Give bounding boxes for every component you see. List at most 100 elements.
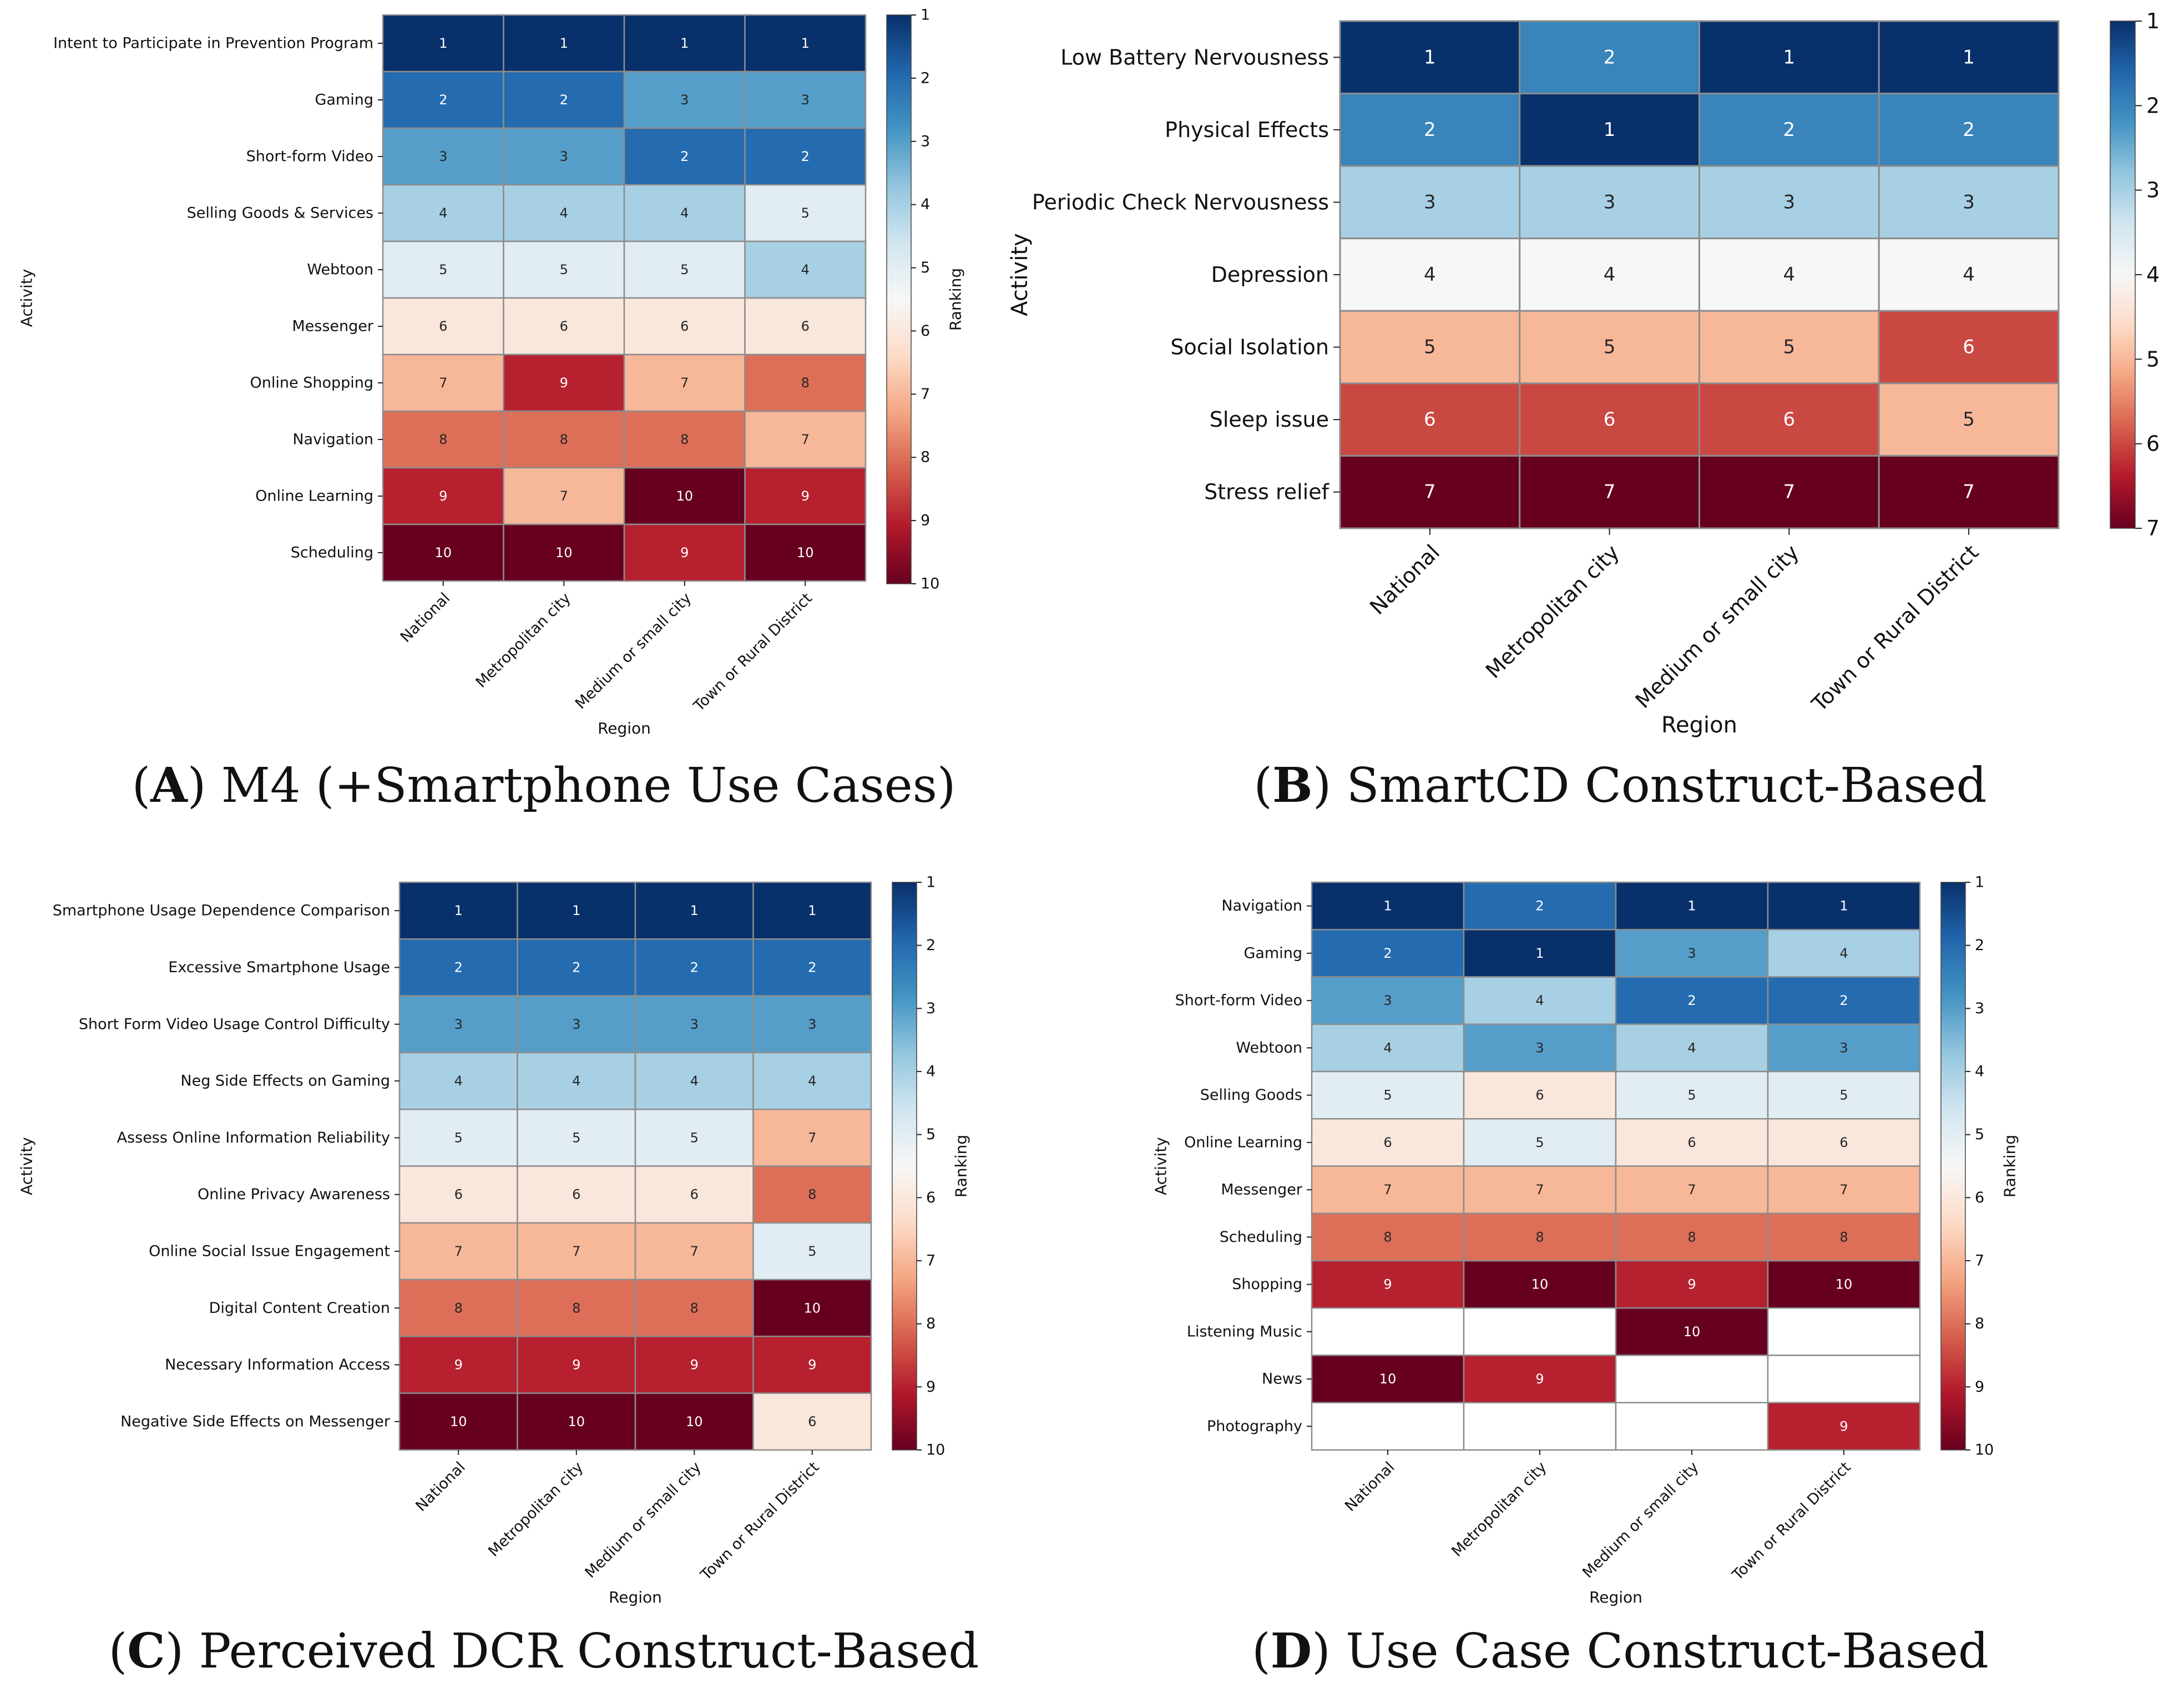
cell-value-label: 3 (808, 1017, 816, 1032)
y-tick-label: Gaming (1243, 944, 1302, 962)
colorbar-tick-label: 7 (926, 1252, 936, 1270)
colorbar-tick-label: 2 (1975, 937, 1984, 954)
heatmap-cell (1878, 237, 2060, 312)
heatmap-cell (1767, 1118, 1921, 1167)
heatmap-cell (503, 14, 625, 73)
x-axis-label: Region (1661, 712, 1737, 738)
colorbar-tick-label: 6 (2146, 432, 2160, 456)
cell-value-label: 10 (686, 1414, 703, 1429)
colorbar-tick-label: 2 (921, 69, 930, 87)
colorbar-tick-label: 4 (1975, 1063, 1984, 1080)
heatmap-cell (1878, 310, 2060, 385)
cell-value-label: 10 (803, 1300, 821, 1316)
heatmap-cell (517, 881, 636, 940)
cell-value-label: 4 (1424, 264, 1436, 286)
heatmap-cell (517, 1052, 636, 1110)
x-tick-label: Town or Rural District (697, 1459, 822, 1584)
y-tick-label: Assess Online Information Reliability (117, 1129, 390, 1146)
x-axis-label: Region (598, 719, 651, 737)
heatmap-cell (1878, 93, 2060, 167)
cell-value-label: 4 (1383, 1040, 1392, 1055)
colorbar-label: Ranking (2001, 1135, 2019, 1197)
heatmap-cell (1519, 237, 1700, 312)
cell-value-label: 7 (1604, 481, 1616, 503)
cell-value-label: 8 (690, 1300, 699, 1316)
y-tick-label: Short-form Video (246, 148, 373, 165)
x-tick-label: Medium or small city (1579, 1459, 1702, 1581)
cell-value-label: 3 (1424, 191, 1436, 213)
cell-value-label: 1 (572, 903, 580, 918)
cell-value-label: 10 (1684, 1324, 1701, 1340)
cell-value-label: 7 (560, 488, 568, 504)
heatmap-cell (382, 297, 504, 356)
heatmap-cell (1698, 237, 1880, 312)
heatmap-cell (623, 297, 746, 356)
y-tick-label: Digital Content Creation (209, 1300, 390, 1317)
cell-value-label: 8 (801, 375, 810, 391)
colorbar-tick-label: 8 (1975, 1315, 1984, 1332)
heatmap-cell (1615, 1355, 1769, 1403)
y-tick-label: Excessive Smartphone Usage (168, 959, 390, 976)
x-tick-label: Metropolitan city (1481, 540, 1624, 683)
cell-value-label: 9 (1383, 1277, 1392, 1292)
colorbar-tick-label: 10 (926, 1442, 945, 1459)
cell-value-label: 6 (572, 1187, 580, 1202)
y-tick-label: Online Social Issue Engagement (149, 1242, 390, 1260)
cell-value-label: 5 (439, 262, 447, 277)
caption-a: (A) M4 (+Smartphone Use Cases) (132, 757, 956, 813)
cell-value-label: 9 (572, 1357, 580, 1373)
heatmap-cell (517, 995, 636, 1054)
x-tick-label: Medium or small city (1631, 540, 1804, 713)
cell-value-label: 10 (1379, 1371, 1397, 1387)
cell-value-label: 3 (1383, 993, 1392, 1008)
heatmap-cell (382, 523, 504, 582)
cell-value-label: 5 (801, 205, 810, 221)
heatmap-cell (752, 1336, 872, 1394)
cell-value-label: 2 (560, 92, 568, 108)
heatmap-cell (744, 240, 867, 299)
cell-value-label: 1 (1424, 46, 1436, 68)
heatmap-cell (1615, 1023, 1769, 1073)
colorbar (892, 882, 917, 1451)
cell-value-label: 7 (1783, 481, 1796, 503)
heatmap-cell (382, 353, 504, 412)
cell-value-label: 6 (680, 319, 689, 334)
cell-value-label: 6 (1839, 1135, 1848, 1150)
cell-value-label: 2 (690, 959, 699, 975)
heatmap-cell (1463, 1023, 1617, 1073)
cell-value-label: 2 (1604, 46, 1616, 68)
cell-value-label: 7 (439, 375, 447, 391)
x-tick-label: Medium or small city (572, 590, 695, 712)
cell-value-label: 5 (680, 262, 689, 277)
cell-value-label: 1 (1383, 898, 1392, 914)
cell-value-label: 8 (572, 1300, 580, 1316)
heatmap-cell (1463, 1118, 1617, 1167)
cell-value-label: 3 (1535, 1040, 1544, 1055)
caption-c: (C) Perceived DCR Construct-Based (108, 1623, 979, 1679)
heatmap-cell (634, 1052, 754, 1110)
colorbar-label: Ranking (952, 1135, 970, 1197)
cell-value-label: 9 (680, 545, 689, 560)
y-tick-label: Webtoon (307, 261, 373, 279)
x-tick-label: National (1342, 1459, 1398, 1515)
heatmap-cell (1519, 310, 1700, 385)
y-tick-label: Social Isolation (1170, 335, 1329, 360)
heatmap-cell (634, 1392, 754, 1451)
colorbar-tick-label: 7 (2146, 516, 2160, 540)
cell-value-label: 3 (680, 92, 689, 108)
colorbar (1940, 882, 1966, 1451)
cell-value-label: 6 (1535, 1088, 1544, 1103)
cell-value-label: 5 (1424, 336, 1436, 358)
heatmap-cell (1463, 929, 1617, 978)
x-axis-label: Region (609, 1588, 662, 1606)
heatmap-cell (382, 410, 504, 469)
cell-value-label: 4 (690, 1073, 699, 1089)
y-axis-label: Activity (18, 269, 36, 327)
colorbar-tick-label: 2 (926, 937, 936, 954)
y-tick-label: Online Privacy Awareness (198, 1186, 390, 1203)
y-tick-label: Short Form Video Usage Control Difficult… (79, 1015, 390, 1033)
heatmap-cell (752, 1052, 872, 1110)
colorbar-tick-label: 6 (926, 1189, 936, 1206)
y-tick-label: Scheduling (291, 544, 373, 562)
heatmap-cell (634, 1336, 754, 1394)
